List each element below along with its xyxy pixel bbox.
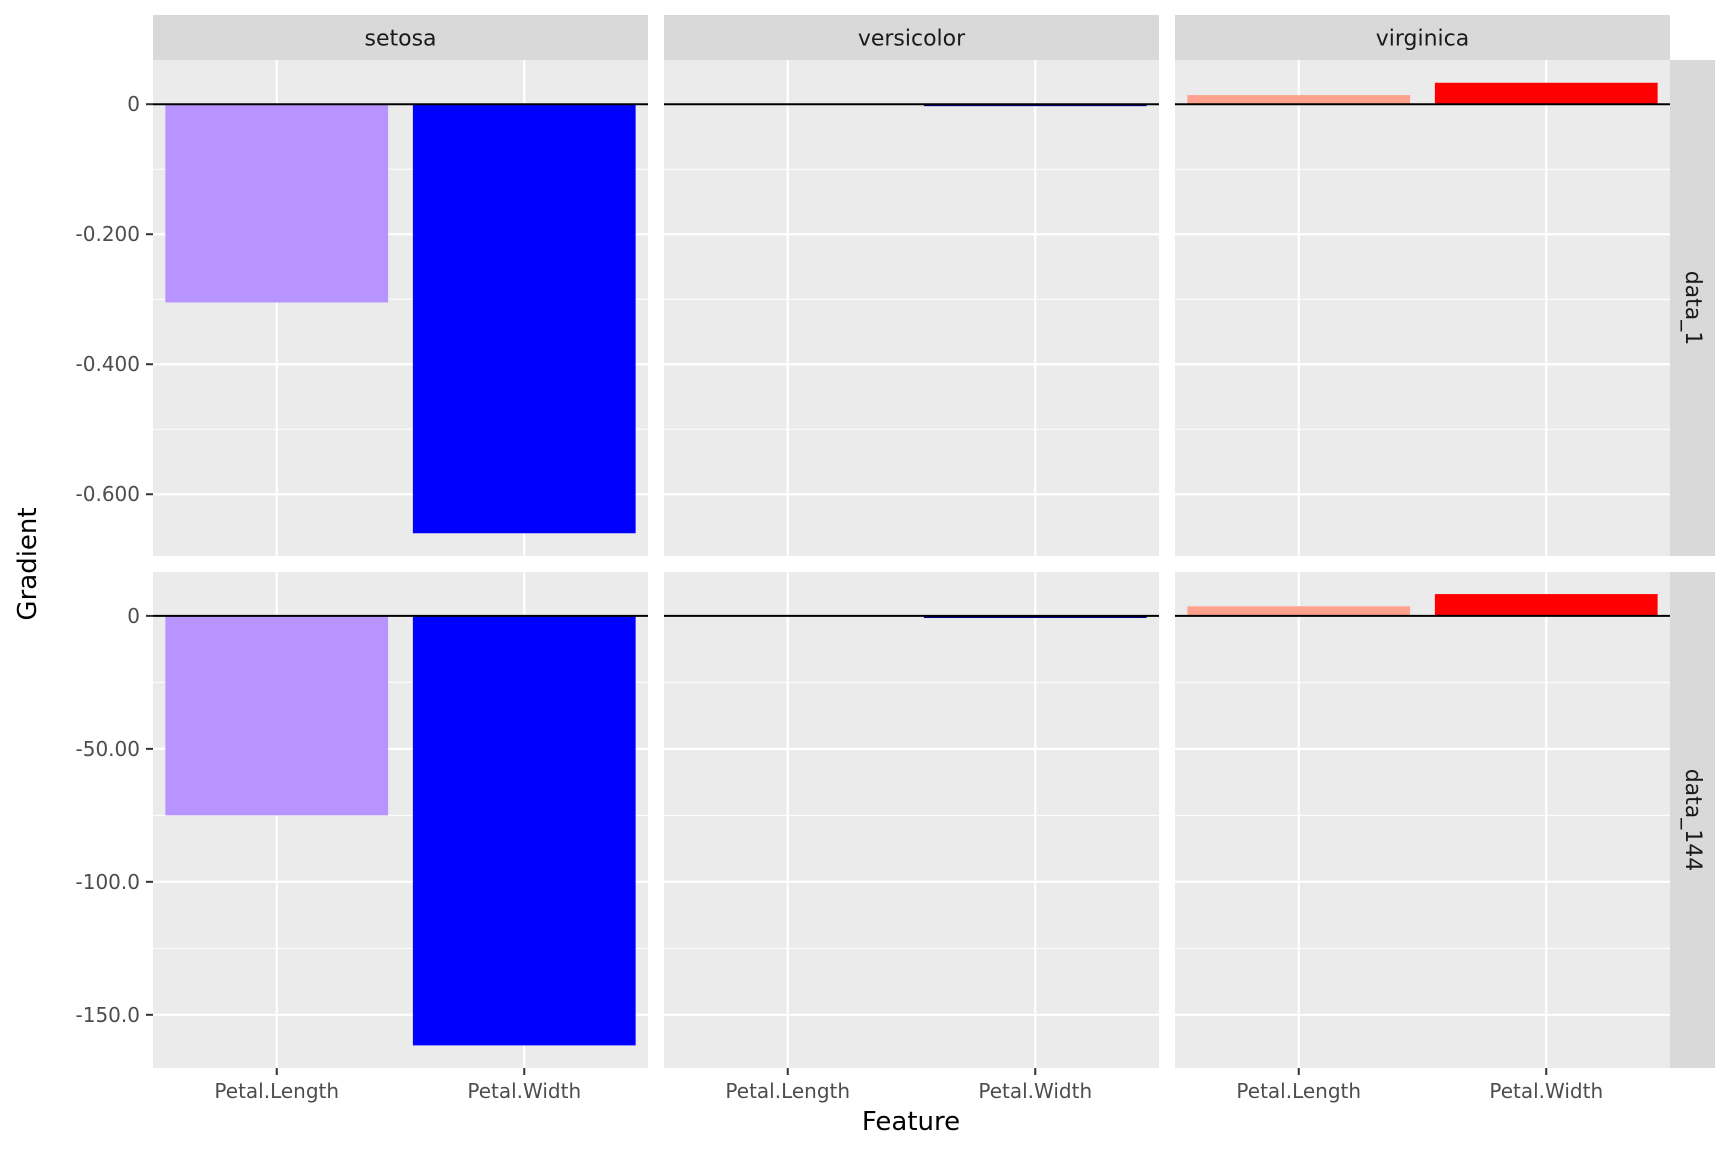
x-tick-label: Petal.Width [1489,1079,1603,1103]
x-tick-label: Petal.Length [725,1079,850,1103]
bar-data_1-setosa-Petal.Length [165,104,389,303]
y-tick-label: 0 [127,604,140,628]
y-tick-label: -0.200 [76,222,140,246]
bar-data_144-virginica-Petal.Length [1187,606,1411,616]
y-tick-label: -100.0 [76,870,140,894]
bar-data_144-setosa-Petal.Width [412,615,636,1046]
y-tick-label: -150.0 [76,1003,140,1027]
x-tick-label: Petal.Width [467,1079,581,1103]
column-strip-virginica [1175,15,1670,60]
y-tick-label: -0.400 [76,352,140,376]
bar-data_1-virginica-Petal.Width [1434,82,1658,105]
panel-data_144-versicolor [664,572,1159,1068]
bar-data_1-virginica-Petal.Length [1187,95,1411,105]
y-tick-label: 0 [127,92,140,116]
panel-data_144-virginica [1175,572,1670,1068]
y-tick-label: -0.600 [76,482,140,506]
bar-data_144-virginica-Petal.Width [1434,594,1658,616]
column-strip-label-versicolor: versicolor [858,27,966,52]
x-tick-label: Petal.Length [1236,1079,1361,1103]
column-strip-versicolor [664,15,1159,60]
x-axis-title: Feature [862,1107,960,1137]
panel-data_1-virginica [1175,60,1670,556]
y-axis-title: Gradient [13,507,43,620]
column-strip-label-virginica: virginica [1376,27,1470,52]
bar-data_1-setosa-Petal.Width [412,104,636,534]
y-tick-label: -50.00 [76,737,140,761]
panel-data_1-versicolor [664,60,1159,556]
x-tick-label: Petal.Length [214,1079,339,1103]
row-strip-data_1 [1670,60,1715,556]
row-strip-label-data_144: data_144 [1680,769,1705,872]
bar-data_144-versicolor-Petal.Width [923,615,1147,619]
bar-data_144-setosa-Petal.Length [165,615,389,816]
row-strip-label-data_1: data_1 [1680,271,1705,346]
column-strip-label-setosa: setosa [364,27,436,52]
x-tick-label: Petal.Width [978,1079,1092,1103]
column-strip-setosa [153,15,648,60]
row-strip-data_144 [1670,572,1715,1068]
